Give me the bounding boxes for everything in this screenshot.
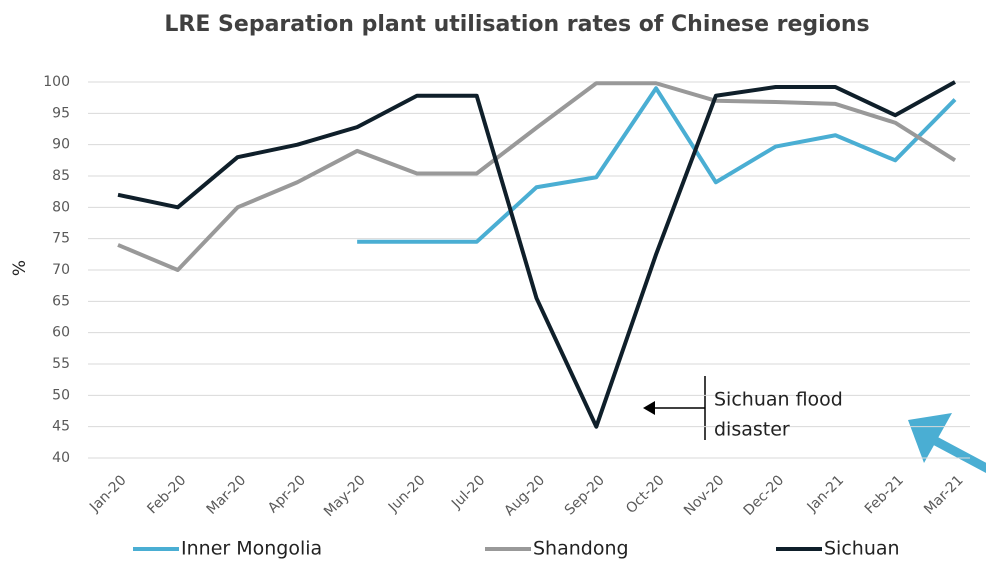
y-tick-label: 60: [52, 325, 70, 341]
legend-label: Inner Mongolia: [181, 538, 322, 560]
x-tick-label: Feb-21: [862, 472, 907, 517]
series-line: [357, 86, 957, 244]
annotation-text: Sichuan flood: [714, 389, 843, 411]
y-tick-label: 100: [43, 74, 70, 90]
legend-label: Shandong: [533, 538, 629, 560]
chart-title: LRE Separation plant utilisation rates o…: [164, 12, 869, 37]
x-tick-label: Nov-20: [681, 472, 728, 519]
x-tick-label: Mar-21: [921, 472, 967, 518]
y-tick-label: 75: [52, 231, 70, 247]
x-tick-label: Jan-20: [86, 472, 129, 515]
x-tick-label: Sep-20: [562, 472, 608, 518]
x-tick-label: Dec-20: [741, 472, 788, 519]
x-tick-label: Jul-20: [448, 472, 488, 512]
y-axis-label: %: [10, 260, 30, 276]
y-tick-label: 50: [52, 387, 70, 403]
y-tick-label: 55: [52, 356, 70, 372]
x-tick-label: Mar-20: [204, 472, 250, 518]
annotation-text: disaster: [714, 419, 790, 441]
x-tick-label: Apr-20: [265, 472, 309, 516]
series-line: [117, 81, 957, 272]
x-tick-label: May-20: [321, 472, 369, 520]
y-tick-label: 90: [52, 137, 70, 153]
legend-label: Sichuan: [824, 538, 900, 560]
y-tick-label: 85: [52, 168, 70, 184]
x-tick-label: Aug-20: [501, 472, 548, 519]
x-tick-label: Jan-21: [804, 472, 847, 515]
x-tick-label: Jun-20: [385, 472, 429, 516]
y-tick-label: 40: [52, 450, 70, 466]
x-tick-label: Oct-20: [623, 472, 668, 517]
series-line: [117, 80, 956, 429]
decor-arrow: [927, 434, 986, 473]
x-tick-label: Feb-20: [144, 472, 189, 517]
y-tick-label: 45: [52, 419, 70, 435]
y-tick-label: 80: [52, 199, 70, 215]
annotation-arrowhead: [643, 401, 655, 415]
y-tick-label: 65: [52, 293, 70, 309]
decor-arrowhead: [908, 413, 952, 463]
y-tick-label: 70: [52, 262, 70, 278]
y-tick-label: 95: [52, 105, 70, 121]
